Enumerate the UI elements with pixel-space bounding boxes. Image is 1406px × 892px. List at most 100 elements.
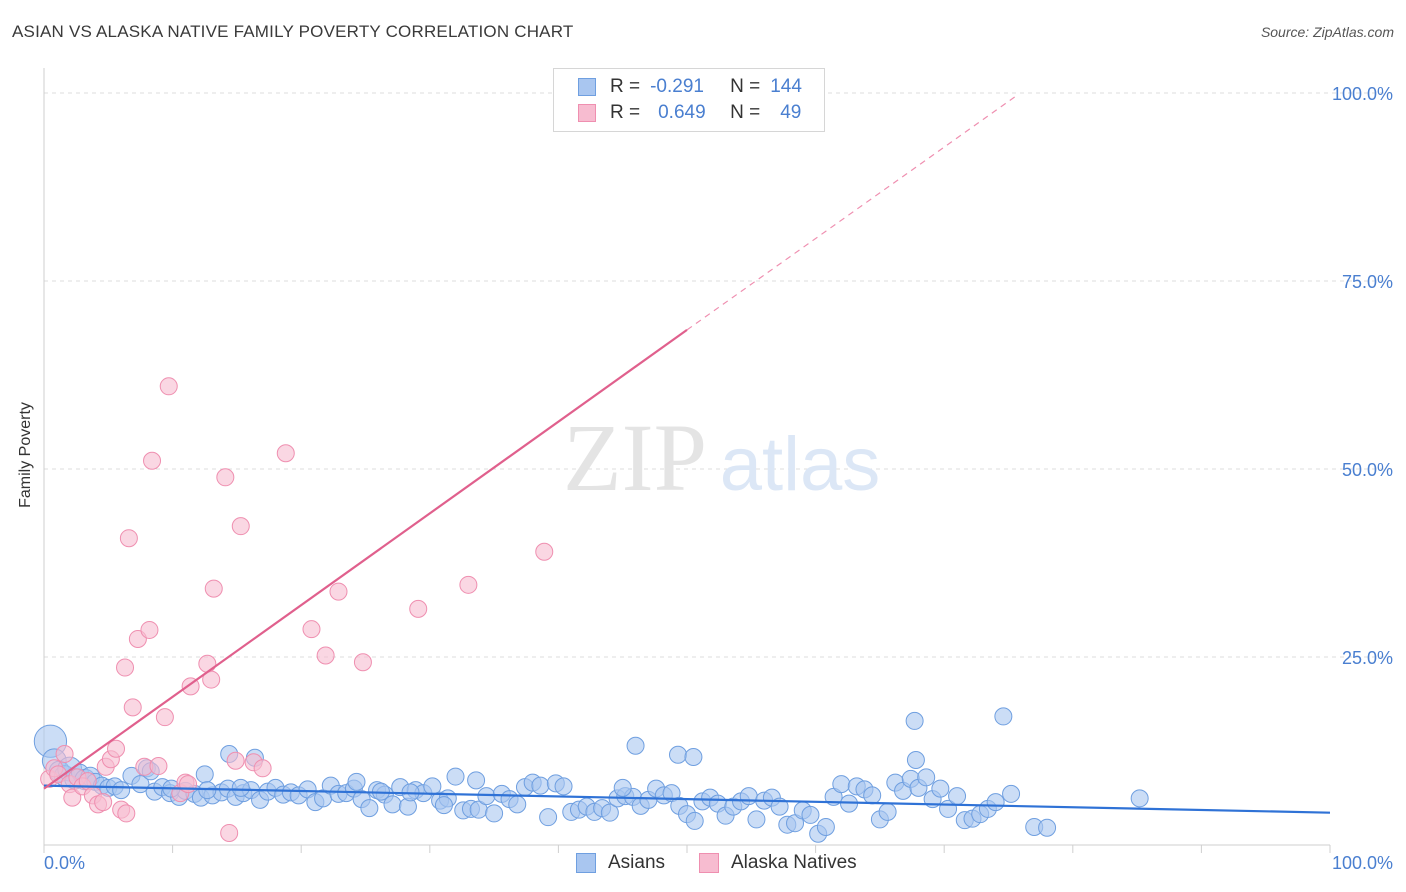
point-alaska xyxy=(216,468,235,487)
trend-line-asians xyxy=(43,784,1331,814)
legend-r-label: R = xyxy=(610,102,641,123)
point-alaska xyxy=(55,745,74,764)
y-tick-label: 50.0% xyxy=(1342,460,1393,480)
point-alaska xyxy=(302,620,321,639)
point-asian xyxy=(1002,784,1021,803)
point-asian xyxy=(747,810,766,829)
point-asian xyxy=(434,796,453,815)
point-alaska xyxy=(231,517,250,536)
trend-line-alaska-extension xyxy=(686,96,1016,331)
x-tick-label: 0.0% xyxy=(44,853,85,873)
point-alaska xyxy=(140,620,159,639)
legend-swatch-alaska xyxy=(578,104,596,122)
watermark-zip: ZIP xyxy=(563,404,707,511)
point-asian xyxy=(770,797,789,816)
point-asian xyxy=(485,804,504,823)
legend-item-asians[interactable]: Asians xyxy=(576,852,665,874)
legend-item-alaska[interactable]: Alaska Natives xyxy=(699,852,857,874)
series-alaska-natives xyxy=(40,84,648,842)
point-asian xyxy=(531,776,550,795)
source-credit: Source: ZipAtlas.com xyxy=(1260,24,1394,40)
correlation-legend: R = -0.291 N = 144 R = 0.649 N = 49 xyxy=(553,68,825,132)
legend-n-label: N = xyxy=(730,76,761,97)
point-asian xyxy=(195,765,214,784)
y-tick-label: 75.0% xyxy=(1342,272,1393,292)
point-asian xyxy=(1038,818,1057,837)
y-tick-label: 25.0% xyxy=(1342,648,1393,668)
y-axis-label: Family Poverty xyxy=(17,402,34,508)
point-asian xyxy=(986,793,1005,812)
series-asians xyxy=(33,707,1149,843)
legend-r-value-asians: -0.291 xyxy=(650,76,704,97)
point-asian xyxy=(539,808,558,827)
trend-lines xyxy=(43,96,1331,814)
point-asian xyxy=(446,767,465,786)
point-alaska xyxy=(204,579,223,598)
point-asian xyxy=(668,745,687,764)
legend-label-alaska: Alaska Natives xyxy=(731,852,857,873)
point-asian xyxy=(917,768,936,787)
legend-r-label: R = xyxy=(610,76,641,97)
chart-title: ASIAN VS ALASKA NATIVE FAMILY POVERTY CO… xyxy=(12,22,574,41)
point-alaska xyxy=(179,775,198,794)
legend-n-label: N = xyxy=(730,102,761,123)
point-asian xyxy=(613,778,632,797)
trend-line-alaska xyxy=(43,329,688,790)
point-asian xyxy=(554,777,573,796)
point-alaska xyxy=(276,444,295,463)
tick-labels: 25.0% 50.0% 75.0% 100.0% 0.0% 100.0% xyxy=(44,84,1393,873)
legend-swatch-asians xyxy=(576,853,596,873)
point-alaska xyxy=(409,599,428,618)
point-alaska xyxy=(107,739,126,758)
point-asian xyxy=(685,811,704,830)
point-alaska xyxy=(459,575,478,594)
watermark-atlas: atlas xyxy=(720,422,881,507)
point-asian xyxy=(347,772,366,791)
point-alaska xyxy=(159,377,178,396)
legend-n-value-asians: 144 xyxy=(770,76,802,97)
point-alaska xyxy=(119,529,138,548)
point-alaska xyxy=(198,654,217,673)
axis-layer xyxy=(43,68,1331,853)
point-alaska xyxy=(155,708,174,727)
point-asian xyxy=(994,707,1013,726)
point-alaska xyxy=(353,653,372,672)
point-alaska xyxy=(49,765,68,784)
series-legend: Asians Alaska Natives xyxy=(0,852,1406,878)
point-alaska xyxy=(123,698,142,717)
point-alaska xyxy=(63,788,82,807)
legend-r-value-alaska: 0.649 xyxy=(658,102,706,123)
point-asian xyxy=(931,779,950,798)
point-asian xyxy=(878,802,897,821)
point-alaska xyxy=(226,751,245,770)
point-asian xyxy=(906,751,925,770)
point-alaska xyxy=(116,658,135,677)
point-asian xyxy=(508,795,527,814)
y-tick-label: 100.0% xyxy=(1332,84,1393,104)
grid-layer xyxy=(44,92,1392,658)
point-alaska xyxy=(117,804,136,823)
point-asian xyxy=(467,771,486,790)
point-asian xyxy=(739,787,758,806)
point-asian xyxy=(905,711,924,730)
x-tick-label: 100.0% xyxy=(1332,853,1393,873)
point-asian xyxy=(832,775,851,794)
point-alaska xyxy=(143,451,162,470)
point-asian xyxy=(600,803,619,822)
point-alaska xyxy=(220,823,239,842)
legend-n-value-alaska: 49 xyxy=(780,102,802,123)
point-asian xyxy=(684,748,703,767)
point-asian xyxy=(231,778,250,797)
point-asian xyxy=(801,805,820,824)
point-asian xyxy=(360,799,379,818)
legend-swatch-asians xyxy=(578,78,596,96)
point-alaska xyxy=(316,646,335,665)
point-alaska xyxy=(535,542,554,561)
point-alaska xyxy=(329,582,348,601)
point-alaska xyxy=(149,757,168,776)
point-alaska xyxy=(94,793,113,812)
point-alaska xyxy=(253,759,272,778)
legend-swatch-alaska xyxy=(699,853,719,873)
watermark: ZIP atlas xyxy=(563,404,880,511)
